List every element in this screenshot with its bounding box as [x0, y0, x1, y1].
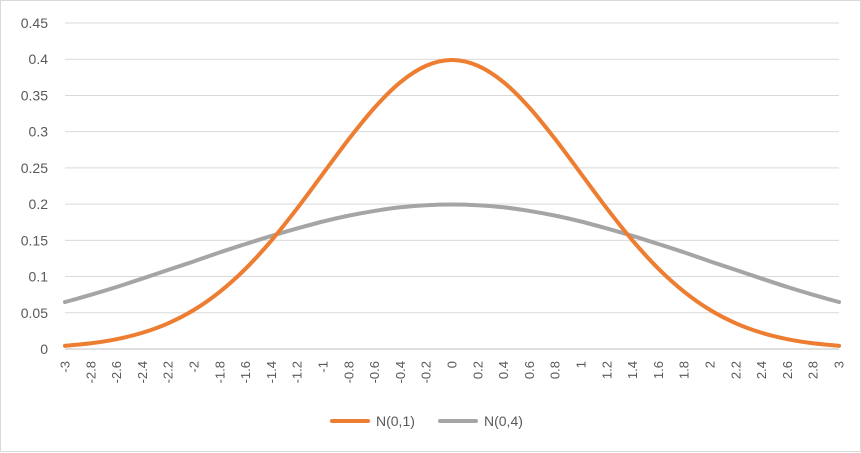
y-tick-label: 0.15	[21, 232, 48, 248]
gridlines	[65, 22, 839, 350]
x-tick-label: 1.6	[651, 361, 666, 379]
y-tick-label: 0.05	[21, 305, 48, 321]
x-tick-label: -2.8	[83, 361, 98, 383]
y-tick-label: 0.25	[21, 160, 48, 176]
x-tick-label: 0.6	[522, 361, 537, 379]
y-tick-label: 0.2	[29, 196, 49, 212]
legend-label: N(0,4)	[484, 413, 523, 429]
x-tick-label: 0.8	[548, 361, 563, 379]
x-tick-label: 1.4	[625, 361, 640, 379]
x-tick-label: -0.2	[419, 361, 434, 383]
y-tick-label: 0.3	[29, 124, 49, 140]
x-tick-label: -1.6	[238, 361, 253, 383]
y-tick-label: 0.4	[29, 51, 49, 67]
x-tick-label: -1	[316, 361, 331, 373]
x-tick-label: 2.2	[728, 361, 743, 379]
x-tick-label: -1.2	[290, 361, 305, 383]
x-tick-label: 2	[703, 361, 718, 368]
series-line-n-0-1	[63, 58, 841, 348]
y-axis-labels: 0 0.05 0.1 0.15 0.2 0.25 0.3 0.35 0.4 0.45	[21, 15, 48, 357]
y-tick-label: 0.35	[21, 87, 48, 103]
x-tick-label: 0	[445, 361, 460, 368]
series-line-n-0-4	[63, 202, 841, 305]
x-tick-label: -1.4	[264, 361, 279, 383]
x-tick-label: 1	[574, 361, 589, 368]
x-tick-label: -0.6	[367, 361, 382, 383]
y-tick-label: 0	[40, 341, 48, 357]
x-tick-label: -2	[187, 361, 202, 373]
x-tick-label: -2.6	[109, 361, 124, 383]
x-axis-labels: -3 -2.8 -2.6 -2.4 -2.2 -2 -1.8 -1.6 -1.4 -1.2 -1 -0…	[58, 361, 847, 383]
x-tick-label: -1.8	[212, 361, 227, 383]
x-tick-label: 2.8	[806, 361, 821, 379]
series-lines	[63, 58, 841, 348]
x-tick-label: -2.4	[135, 361, 150, 383]
x-tick-label: 2.6	[780, 361, 795, 379]
y-tick-label: 0.1	[29, 269, 49, 285]
x-tick-label: 1.8	[677, 361, 692, 379]
x-tick-label: -0.8	[341, 361, 356, 383]
legend-label: N(0,1)	[376, 413, 415, 429]
x-tick-label: 0.2	[470, 361, 485, 379]
x-tick-label: 3	[832, 361, 847, 368]
x-tick-label: 0.4	[496, 361, 511, 379]
y-tick-label: 0.45	[21, 15, 48, 31]
x-tick-label: 2.4	[754, 361, 769, 379]
legend: N(0,1) N(0,4)	[330, 413, 523, 429]
x-tick-label: -3	[58, 361, 73, 373]
x-tick-label: -0.4	[393, 361, 408, 383]
x-tick-label: 1.2	[599, 361, 614, 379]
x-tick-label: -2.2	[161, 361, 176, 383]
